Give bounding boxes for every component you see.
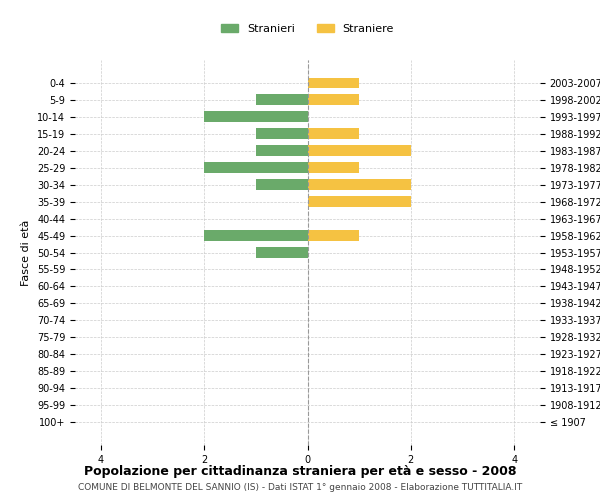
Bar — [308, 230, 359, 240]
Bar — [308, 162, 359, 172]
Bar — [256, 94, 308, 104]
Bar — [308, 180, 411, 190]
Bar — [256, 180, 308, 190]
Bar — [204, 112, 308, 122]
Y-axis label: Fasce di età: Fasce di età — [22, 220, 31, 286]
Text: COMUNE DI BELMONTE DEL SANNIO (IS) - Dati ISTAT 1° gennaio 2008 - Elaborazione T: COMUNE DI BELMONTE DEL SANNIO (IS) - Dat… — [78, 482, 522, 492]
Bar — [204, 230, 308, 240]
Legend: Stranieri, Straniere: Stranieri, Straniere — [217, 20, 398, 38]
Bar — [308, 196, 411, 206]
Bar — [308, 78, 359, 88]
Bar — [308, 146, 411, 156]
Bar — [204, 162, 308, 172]
Bar — [256, 146, 308, 156]
Bar — [256, 128, 308, 138]
Bar — [256, 248, 308, 258]
Text: Popolazione per cittadinanza straniera per età e sesso - 2008: Popolazione per cittadinanza straniera p… — [84, 465, 516, 478]
Bar — [308, 94, 359, 104]
Bar — [308, 128, 359, 138]
